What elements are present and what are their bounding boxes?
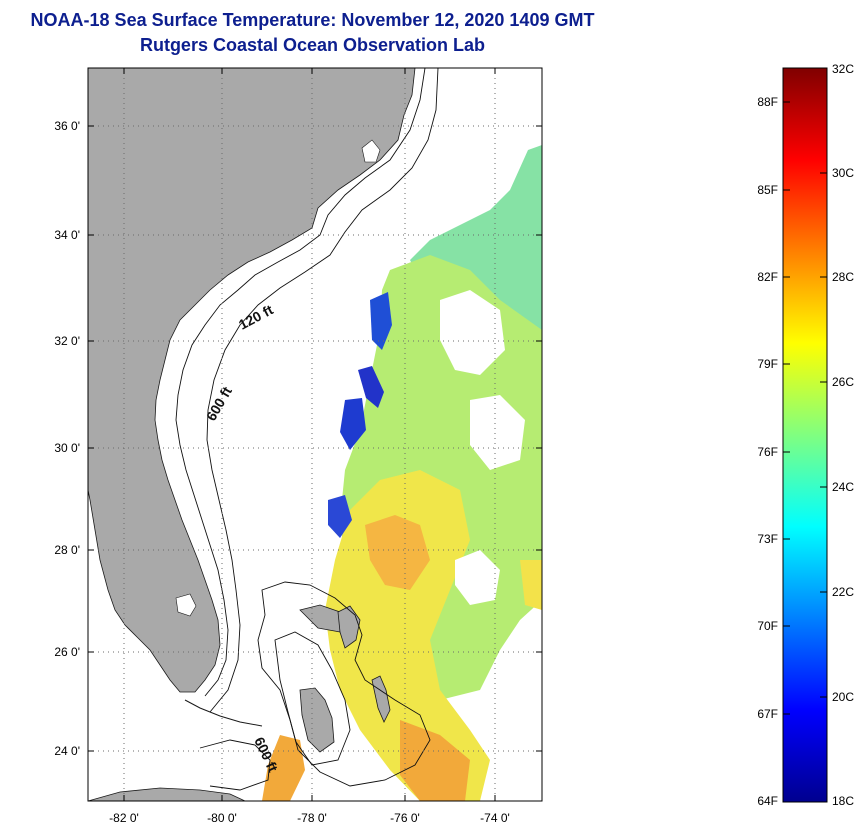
contour-bahamas-bank — [257, 581, 431, 787]
sst-orange-patch-1 — [365, 515, 430, 590]
sst-orange-patch-2 — [400, 720, 470, 801]
colorbar-gradient — [782, 67, 828, 803]
land-pamlico-sound — [361, 139, 381, 163]
sst-data-field — [262, 145, 542, 801]
lon-label-80: -80 0' — [207, 811, 237, 825]
land-abaco — [337, 605, 361, 649]
lat-label-32: 32 0' — [54, 334, 80, 348]
lat-label-26: 26 0' — [54, 645, 80, 659]
map-panel: 120 ft 600 ft 600 ft — [54, 67, 543, 825]
sst-blue-coastal-2 — [358, 366, 384, 408]
sst-green-north — [410, 145, 542, 350]
contour-cuba-shelf — [199, 739, 271, 791]
sst-yellow-core — [325, 470, 490, 801]
cb-c-30: 30C — [832, 166, 854, 180]
lon-label-76: -76 0' — [390, 811, 420, 825]
sst-blue-coastal-4 — [328, 495, 352, 538]
cb-f-82: 82F — [757, 270, 778, 284]
contour-bahamas-inner — [274, 631, 351, 766]
cb-c-22: 22C — [832, 585, 854, 599]
contour-120ft — [175, 68, 426, 697]
cb-f-76: 76F — [757, 445, 778, 459]
colorbar-fahrenheit-labels: 88F 85F 82F 79F 76F 73F 70F 67F 64F — [757, 95, 778, 808]
lat-label-28: 28 0' — [54, 543, 80, 557]
cb-c-26: 26C — [832, 375, 854, 389]
map-frame — [87, 67, 543, 802]
lon-label-78: -78 0' — [297, 811, 327, 825]
sst-blue-coastal-3 — [340, 398, 366, 450]
cb-c-18: 18C — [832, 794, 854, 808]
lat-label-34: 34 0' — [54, 228, 80, 242]
bathymetry-contours — [175, 68, 439, 791]
lat-label-36: 36 0' — [54, 119, 80, 133]
land-andros-island — [299, 687, 335, 753]
contour-600ft — [206, 68, 439, 713]
sst-orange-patch-3 — [262, 735, 305, 801]
sst-blue-coastal-1 — [370, 292, 392, 350]
land-us-east-coast — [88, 68, 416, 693]
map-title: NOAA-18 Sea Surface Temperature: Novembe… — [30, 10, 595, 30]
map-subtitle: Rutgers Coastal Ocean Observation Lab — [139, 35, 486, 55]
colorbar: 88F 85F 82F 79F 76F 73F 70F 67F 64F 32C … — [757, 62, 854, 808]
cb-f-88: 88F — [757, 95, 778, 109]
colorbar-fahrenheit-ticks — [783, 101, 790, 715]
axis-ticks — [88, 68, 542, 801]
latitude-labels: 36 0' 34 0' 32 0' 30 0' 28 0' 26 0' 24 0… — [54, 119, 80, 758]
lat-label-30: 30 0' — [54, 441, 80, 455]
lon-label-74: -74 0' — [480, 811, 510, 825]
land-cuba — [88, 787, 246, 801]
cb-f-64: 64F — [757, 794, 778, 808]
sst-cloud-gap-3 — [455, 550, 500, 605]
longitude-labels: -82 0' -80 0' -78 0' -76 0' -74 0' — [109, 811, 510, 825]
cb-f-73: 73F — [757, 532, 778, 546]
land-lake-okeechobee — [175, 593, 197, 617]
colorbar-celsius-ticks — [820, 172, 827, 698]
cb-f-70: 70F — [757, 619, 778, 633]
cb-f-85: 85F — [757, 183, 778, 197]
lon-label-82: -82 0' — [109, 811, 139, 825]
cb-f-79: 79F — [757, 357, 778, 371]
cb-c-28: 28C — [832, 270, 854, 284]
graticule — [88, 68, 542, 801]
cb-c-20: 20C — [832, 690, 854, 704]
cb-f-67: 67F — [757, 707, 778, 721]
lat-label-24: 24 0' — [54, 744, 80, 758]
land-florida-keys — [184, 699, 263, 727]
sst-cloud-gap-2 — [470, 395, 525, 470]
colorbar-celsius-labels: 32C 30C 28C 26C 24C 22C 20C 18C — [832, 62, 854, 808]
cb-c-32: 32C — [832, 62, 854, 76]
sst-yellow-east — [520, 560, 542, 610]
land-masses — [88, 68, 416, 801]
cb-c-24: 24C — [832, 480, 854, 494]
sst-cloud-gap-1 — [440, 290, 505, 375]
